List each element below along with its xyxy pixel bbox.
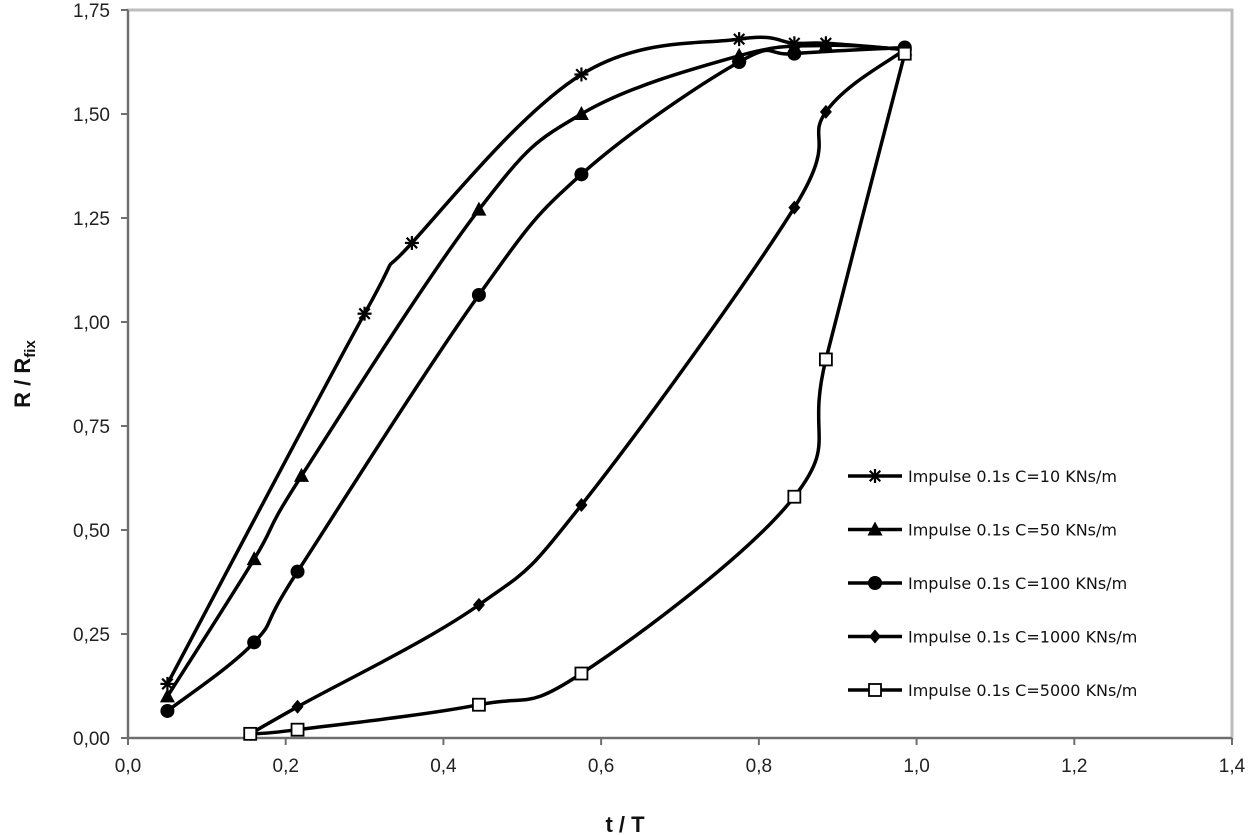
- legend-item: Impulse 0.1s C=100 KNs/m: [848, 574, 1127, 593]
- legend-item: Impulse 0.1s C=10 KNs/m: [848, 467, 1117, 486]
- y-tick-label: 0,50: [73, 521, 110, 542]
- data-point: [575, 498, 588, 513]
- series-layer: [159, 32, 913, 741]
- legend-label: Impulse 0.1s C=5000 KNs/m: [908, 681, 1137, 700]
- series-line: [249, 48, 906, 736]
- data-point: [574, 167, 589, 182]
- data-point: [732, 55, 747, 69]
- data-point: [788, 200, 801, 215]
- y-tick-label: 1,75: [73, 1, 110, 22]
- series-line: [165, 43, 905, 698]
- legend-label: Impulse 0.1s C=1000 KNs/m: [908, 628, 1137, 647]
- legend-marker: [868, 576, 882, 590]
- legend-marker: [868, 683, 882, 697]
- series-1: [160, 32, 912, 691]
- data-point: [357, 306, 372, 321]
- data-point: [897, 46, 912, 61]
- legend-item: Impulse 0.1s C=50 KNs/m: [848, 521, 1117, 540]
- data-point: [787, 489, 802, 504]
- data-point: [247, 635, 262, 650]
- data-point: [574, 67, 589, 82]
- legend-item: Impulse 0.1s C=5000 KNs/m: [848, 681, 1137, 700]
- series-line: [165, 35, 905, 685]
- legend-marker: [867, 521, 883, 536]
- data-point: [243, 726, 258, 741]
- y-axis-title-subscript: fix: [22, 340, 39, 358]
- data-point: [732, 32, 747, 47]
- y-tick-label: 1,00: [73, 313, 110, 334]
- x-tick-label: 0,6: [588, 756, 614, 777]
- series-line: [166, 45, 905, 713]
- data-point: [471, 287, 486, 302]
- series-line: [250, 53, 907, 736]
- y-axis-title-main: R / R: [10, 358, 35, 408]
- x-axis-title: t / T: [605, 812, 645, 835]
- series-5: [243, 46, 912, 741]
- y-tick-label: 0,25: [73, 625, 110, 646]
- data-point: [471, 201, 487, 216]
- data-point: [472, 697, 486, 712]
- data-point: [472, 597, 485, 612]
- x-tick-label: 0,4: [430, 756, 457, 777]
- data-point: [404, 235, 419, 250]
- legend-label: Impulse 0.1s C=50 KNs/m: [908, 521, 1117, 540]
- data-point: [818, 352, 833, 367]
- data-point: [160, 703, 175, 718]
- data-point: [573, 106, 589, 120]
- data-point: [574, 666, 589, 681]
- series-4: [244, 42, 911, 741]
- legend: Impulse 0.1s C=10 KNs/m Impulse 0.1s C=50…: [848, 467, 1137, 700]
- y-tick-group: 0,00 0,25 0,50 0,75 1,00 1,25 1,50 1,75: [73, 1, 128, 750]
- legend-item: Impulse 0.1s C=1000 KNs/m: [848, 628, 1137, 647]
- x-tick-group: 0,0 0,2 0,4 0,6 0,8 1,0 1,2 1,4: [115, 738, 1246, 777]
- x-tick-label: 0,0: [115, 756, 141, 777]
- legend-marker: [868, 469, 882, 483]
- y-tick-label: 1,50: [73, 105, 110, 126]
- y-tick-label: 1,25: [73, 209, 110, 230]
- y-tick-label: 0,75: [73, 417, 110, 438]
- x-tick-label: 1,4: [1219, 756, 1246, 777]
- data-point: [290, 564, 305, 579]
- x-tick-label: 1,2: [1061, 756, 1087, 777]
- data-point: [159, 688, 175, 703]
- data-point: [818, 37, 834, 52]
- y-tick-label: 0,00: [73, 729, 110, 750]
- data-point: [787, 46, 802, 61]
- y-axis-title: R / Rfix: [10, 340, 39, 408]
- data-point: [819, 104, 832, 119]
- data-point: [246, 551, 262, 566]
- series-2: [159, 37, 913, 703]
- data-point: [293, 467, 309, 482]
- legend-label: Impulse 0.1s C=100 KNs/m: [908, 574, 1127, 593]
- data-point: [290, 722, 305, 737]
- data-point: [291, 699, 304, 714]
- legend-marker: [869, 629, 881, 644]
- axes: [127, 10, 1232, 739]
- legend-label: Impulse 0.1s C=10 KNs/m: [908, 467, 1117, 486]
- x-tick-label: 0,2: [273, 756, 299, 777]
- x-tick-label: 0,8: [746, 756, 772, 777]
- x-tick-label: 1,0: [903, 756, 929, 777]
